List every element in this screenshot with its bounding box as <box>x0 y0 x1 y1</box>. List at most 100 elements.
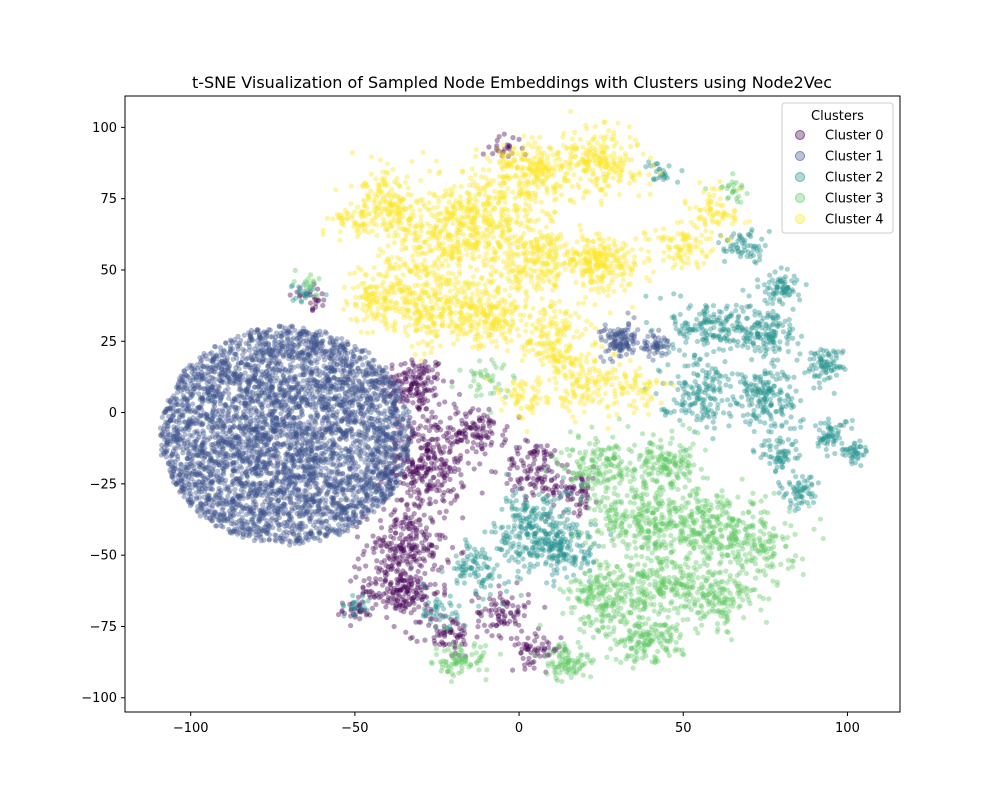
cluster-0-point <box>431 562 438 568</box>
cluster-0-point <box>387 547 393 553</box>
cluster-1-point <box>309 367 315 373</box>
cluster-0-point <box>472 434 479 440</box>
cluster-0-point <box>411 489 417 495</box>
cluster-0-point <box>374 558 380 564</box>
cluster-0-point <box>414 404 421 410</box>
cluster-1-point <box>257 447 263 453</box>
cluster-0-point <box>387 588 393 595</box>
cluster-0-point <box>409 381 416 387</box>
cluster-0-point <box>360 513 366 520</box>
cluster-0-point <box>398 607 404 613</box>
cluster-0-point <box>411 501 417 507</box>
cluster-0-point <box>406 521 413 527</box>
cluster-1-point <box>356 378 362 384</box>
cluster-0-point <box>516 136 522 142</box>
cluster-0-point <box>435 479 441 485</box>
cluster-1-point <box>189 463 195 469</box>
cluster-0-point <box>399 539 406 546</box>
cluster-1-point <box>168 401 174 407</box>
cluster-0-point <box>405 515 411 521</box>
cluster-0-point <box>407 574 413 580</box>
cluster-1-point <box>337 462 343 468</box>
cluster-0-point <box>394 597 401 604</box>
cluster-0-point <box>386 555 392 561</box>
cluster-0-point <box>475 618 482 624</box>
cluster-1-point <box>251 513 257 519</box>
cluster-0-point <box>398 545 404 551</box>
cluster-0-point <box>472 421 478 427</box>
cluster-1-point <box>201 376 207 382</box>
cluster-0-point <box>376 377 382 383</box>
cluster-0-point <box>480 418 486 424</box>
cluster-0-point <box>392 549 399 555</box>
cluster-0-point <box>384 571 390 577</box>
cluster-0-point <box>410 553 416 560</box>
cluster-0-point <box>405 590 412 596</box>
cluster-0-point <box>394 472 400 478</box>
cluster-1-point <box>228 430 235 436</box>
cluster-0-point <box>390 381 396 388</box>
cluster-0-point <box>399 379 405 385</box>
cluster-1-point <box>174 389 181 396</box>
cluster-1-point <box>179 402 185 408</box>
cluster-0-point <box>435 425 441 431</box>
cluster-0-point <box>436 401 442 407</box>
cluster-0-point <box>546 640 552 646</box>
cluster-0-point <box>408 386 414 392</box>
cluster-0-point <box>426 387 432 393</box>
cluster-1-point <box>317 372 323 378</box>
cluster-0-point <box>429 414 435 420</box>
cluster-0-point <box>538 443 544 449</box>
cluster-0-point <box>403 393 409 399</box>
cluster-0-point <box>402 474 408 480</box>
cluster-0-point <box>427 496 433 502</box>
cluster-0-point <box>419 362 425 368</box>
cluster-0-point <box>391 535 397 541</box>
cluster-0-point <box>400 600 407 606</box>
cluster-1-point <box>210 442 216 448</box>
cluster-0-point <box>437 464 443 470</box>
cluster-0-point <box>405 482 411 488</box>
cluster-0-point <box>461 483 467 489</box>
cluster-0-point <box>416 457 423 463</box>
cluster-0-point <box>501 619 508 626</box>
cluster-0-point <box>404 397 410 403</box>
cluster-0-point <box>441 474 447 480</box>
cluster-0-point <box>412 374 419 380</box>
cluster-0-point <box>375 569 382 575</box>
cluster-0-point <box>373 592 380 599</box>
cluster-0-point <box>383 464 390 470</box>
cluster-0-point <box>474 429 480 435</box>
cluster-0-point <box>412 363 418 369</box>
cluster-0-point <box>393 603 399 609</box>
cluster-0-point <box>429 543 435 549</box>
cluster-0-point <box>480 433 486 439</box>
cluster-0-point <box>469 598 475 604</box>
cluster-0-point <box>490 419 497 425</box>
cluster-0-point <box>419 392 425 398</box>
cluster-0-point <box>416 491 422 497</box>
cluster-0-point <box>313 304 319 310</box>
cluster-0-point <box>394 516 400 522</box>
cluster-0-point <box>370 545 376 552</box>
cluster-1-point <box>288 386 294 392</box>
cluster-0-point <box>388 374 394 380</box>
cluster-0-point <box>406 525 412 532</box>
cluster-0-point <box>404 589 410 595</box>
cluster-0-point <box>423 424 429 430</box>
cluster-0-point <box>398 588 404 594</box>
cluster-0-point <box>399 381 405 387</box>
cluster-0-point <box>422 473 429 479</box>
cluster-0-point <box>377 537 383 543</box>
cluster-0-point <box>508 610 514 616</box>
cluster-0-point <box>423 488 430 495</box>
cluster-0-point <box>454 492 460 498</box>
cluster-0-point <box>411 600 417 606</box>
cluster-0-point <box>426 427 432 434</box>
cluster-0-point <box>514 635 520 641</box>
cluster-1-point <box>209 486 216 493</box>
cluster-0-point <box>478 444 484 450</box>
cluster-1-point <box>229 472 235 478</box>
cluster-0-point <box>501 439 507 445</box>
cluster-0-point <box>538 476 545 482</box>
